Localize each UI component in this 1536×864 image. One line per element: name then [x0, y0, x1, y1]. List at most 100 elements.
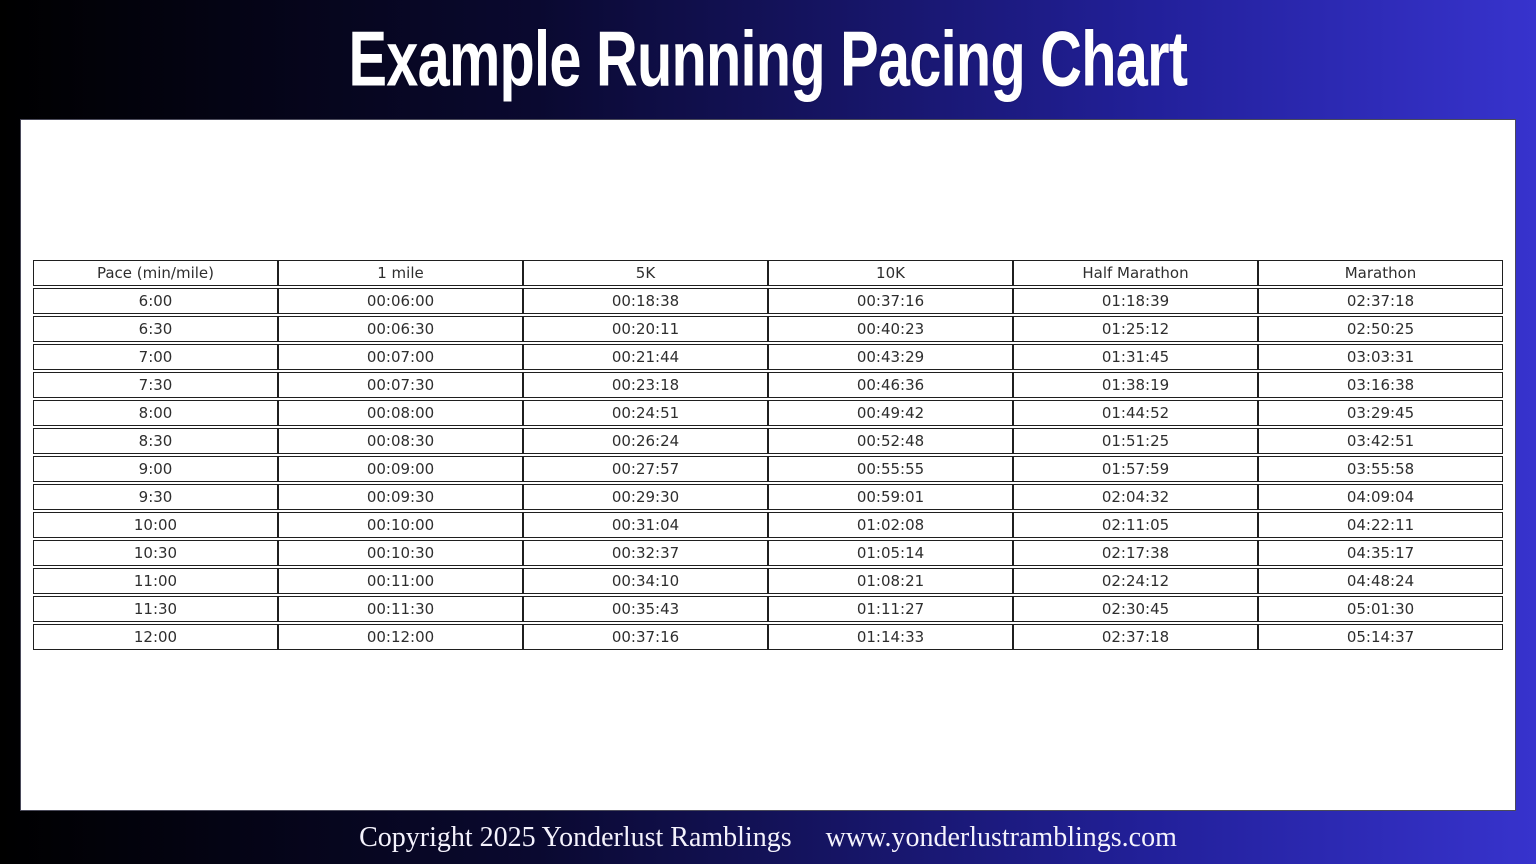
copyright-text: Copyright 2025 Yonderlust Ramblings — [359, 821, 792, 853]
table-row: 6:30 00:06:30 00:20:11 00:40:23 01:25:12 02:5… — [33, 316, 1503, 342]
table-cell: 8:30 — [33, 428, 278, 454]
table-row: 12:00 00:12:00 00:37:16 01:14:33 02:37:18 05:… — [33, 624, 1503, 650]
page-title: Example Running Pacing Chart — [348, 15, 1189, 103]
table-cell: 6:00 — [33, 288, 278, 314]
table-cell: 00:18:38 — [523, 288, 768, 314]
table-cell: 04:48:24 — [1258, 568, 1503, 594]
table-cell: 02:50:25 — [1258, 316, 1503, 342]
table-row: 7:00 00:07:00 00:21:44 00:43:29 01:31:45 03:0… — [33, 344, 1503, 370]
table-cell: 01:02:08 — [768, 512, 1013, 538]
table-cell: 00:59:01 — [768, 484, 1013, 510]
pacing-table-head: Pace (min/mile) 1 mile 5K 10K Half Marathon M… — [33, 260, 1503, 286]
table-cell: 02:37:18 — [1013, 624, 1258, 650]
table-cell: 00:07:00 — [278, 344, 523, 370]
table-cell: 00:40:23 — [768, 316, 1013, 342]
title-bar: Example Running Pacing Chart — [0, 0, 1536, 118]
footer: Copyright 2025 Yonderlust Ramblings www.… — [0, 811, 1536, 864]
column-header: 1 mile — [278, 260, 523, 286]
table-cell: 02:30:45 — [1013, 596, 1258, 622]
table-cell: 00:37:16 — [768, 288, 1013, 314]
table-row: 10:00 00:10:00 00:31:04 01:02:08 02:11:05 04:… — [33, 512, 1503, 538]
table-cell: 01:18:39 — [1013, 288, 1258, 314]
table-cell: 01:57:59 — [1013, 456, 1258, 482]
table-cell: 11:00 — [33, 568, 278, 594]
pacing-table: Pace (min/mile) 1 mile 5K 10K Half Marathon M… — [33, 258, 1503, 652]
table-row: 6:00 00:06:00 00:18:38 00:37:16 01:18:39 02:3… — [33, 288, 1503, 314]
table-cell: 00:49:42 — [768, 400, 1013, 426]
table-cell: 12:00 — [33, 624, 278, 650]
table-cell: 01:05:14 — [768, 540, 1013, 566]
website-text: www.yonderlustramblings.com — [825, 821, 1177, 853]
table-cell: 01:25:12 — [1013, 316, 1258, 342]
table-row: 9:00 00:09:00 00:27:57 00:55:55 01:57:59 03:5… — [33, 456, 1503, 482]
table-cell: 9:00 — [33, 456, 278, 482]
pacing-table-body: 6:00 00:06:00 00:18:38 00:37:16 01:18:39 02:3… — [33, 288, 1503, 650]
table-cell: 00:11:00 — [278, 568, 523, 594]
column-header: 5K — [523, 260, 768, 286]
table-row: 10:30 00:10:30 00:32:37 01:05:14 02:17:38 04:… — [33, 540, 1503, 566]
column-header: Marathon — [1258, 260, 1503, 286]
table-cell: 02:37:18 — [1258, 288, 1503, 314]
table-cell: 00:34:10 — [523, 568, 768, 594]
table-cell: 00:37:16 — [523, 624, 768, 650]
table-cell: 00:46:36 — [768, 372, 1013, 398]
pacing-chart-card: Pace (min/mile) 1 mile 5K 10K Half Marathon M… — [20, 119, 1516, 811]
table-cell: 04:09:04 — [1258, 484, 1503, 510]
table-cell: 01:44:52 — [1013, 400, 1258, 426]
table-cell: 00:26:24 — [523, 428, 768, 454]
table-cell: 00:35:43 — [523, 596, 768, 622]
table-cell: 01:31:45 — [1013, 344, 1258, 370]
table-cell: 00:32:37 — [523, 540, 768, 566]
table-cell: 05:01:30 — [1258, 596, 1503, 622]
table-cell: 11:30 — [33, 596, 278, 622]
table-cell: 00:09:30 — [278, 484, 523, 510]
table-cell: 00:27:57 — [523, 456, 768, 482]
header-row: Pace (min/mile) 1 mile 5K 10K Half Marathon M… — [33, 260, 1503, 286]
table-cell: 01:51:25 — [1013, 428, 1258, 454]
column-header: Pace (min/mile) — [33, 260, 278, 286]
table-cell: 00:31:04 — [523, 512, 768, 538]
table-cell: 00:10:30 — [278, 540, 523, 566]
table-cell: 02:04:32 — [1013, 484, 1258, 510]
table-cell: 7:00 — [33, 344, 278, 370]
table-cell: 01:14:33 — [768, 624, 1013, 650]
table-cell: 00:11:30 — [278, 596, 523, 622]
table-cell: 01:38:19 — [1013, 372, 1258, 398]
table-cell: 01:08:21 — [768, 568, 1013, 594]
table-cell: 00:24:51 — [523, 400, 768, 426]
table-cell: 00:12:00 — [278, 624, 523, 650]
table-cell: 9:30 — [33, 484, 278, 510]
table-cell: 02:24:12 — [1013, 568, 1258, 594]
table-cell: 00:09:00 — [278, 456, 523, 482]
table-cell: 00:52:48 — [768, 428, 1013, 454]
table-cell: 00:08:00 — [278, 400, 523, 426]
table-cell: 02:17:38 — [1013, 540, 1258, 566]
table-cell: 03:42:51 — [1258, 428, 1503, 454]
table-cell: 02:11:05 — [1013, 512, 1258, 538]
table-cell: 00:08:30 — [278, 428, 523, 454]
table-cell: 00:43:29 — [768, 344, 1013, 370]
column-header: Half Marathon — [1013, 260, 1258, 286]
table-cell: 6:30 — [33, 316, 278, 342]
table-cell: 7:30 — [33, 372, 278, 398]
table-cell: 10:00 — [33, 512, 278, 538]
column-header: 10K — [768, 260, 1013, 286]
table-cell: 00:29:30 — [523, 484, 768, 510]
table-cell: 00:10:00 — [278, 512, 523, 538]
table-row: 8:30 00:08:30 00:26:24 00:52:48 01:51:25 03:4… — [33, 428, 1503, 454]
table-cell: 03:03:31 — [1258, 344, 1503, 370]
table-cell: 00:23:18 — [523, 372, 768, 398]
table-cell: 00:06:30 — [278, 316, 523, 342]
table-cell: 03:16:38 — [1258, 372, 1503, 398]
table-cell: 00:07:30 — [278, 372, 523, 398]
table-cell: 03:29:45 — [1258, 400, 1503, 426]
table-cell: 00:21:44 — [523, 344, 768, 370]
table-row: 11:00 00:11:00 00:34:10 01:08:21 02:24:12 04:… — [33, 568, 1503, 594]
table-cell: 04:35:17 — [1258, 540, 1503, 566]
table-row: 9:30 00:09:30 00:29:30 00:59:01 02:04:32 04:0… — [33, 484, 1503, 510]
table-cell: 8:00 — [33, 400, 278, 426]
table-cell: 00:20:11 — [523, 316, 768, 342]
table-cell: 01:11:27 — [768, 596, 1013, 622]
table-cell: 00:55:55 — [768, 456, 1013, 482]
table-cell: 04:22:11 — [1258, 512, 1503, 538]
